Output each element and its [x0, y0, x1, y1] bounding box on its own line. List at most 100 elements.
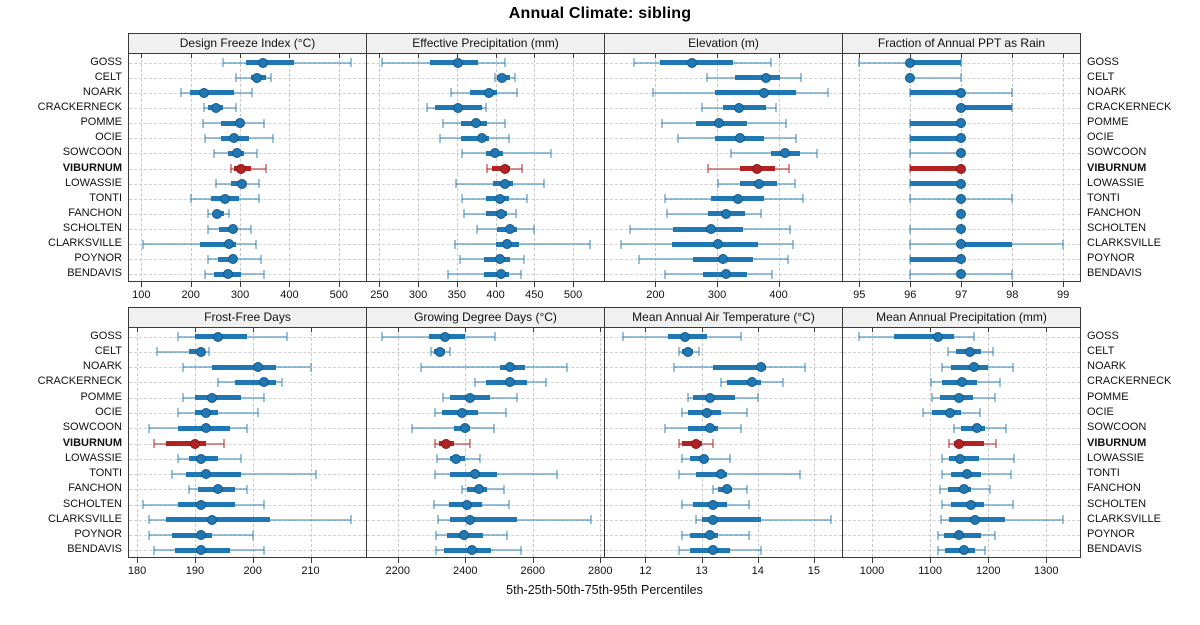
axis-tick [240, 282, 242, 287]
whisker-cap-low [426, 103, 429, 113]
median-dot [953, 530, 964, 541]
gridline-vertical [252, 328, 254, 557]
site-label-left: POYNOR [74, 528, 122, 541]
panel-plot [128, 327, 367, 558]
median-dot [958, 484, 969, 495]
median-dot [964, 346, 975, 357]
axis-tick-label: 2200 [385, 565, 410, 577]
whisker-cap-low [182, 362, 185, 372]
axis-tick-inner [194, 328, 196, 332]
median-dot [686, 57, 697, 68]
median-dot [505, 377, 516, 388]
gridline-vertical [757, 328, 759, 557]
whisker-cap-low [475, 224, 478, 234]
whisker-cap-high [1005, 423, 1008, 433]
whisker-cap-high [787, 254, 790, 264]
whisker-cap-high [251, 530, 254, 540]
interquartile-bar [246, 60, 294, 66]
gridline-vertical [600, 328, 602, 557]
median-dot [761, 72, 772, 83]
gridline-vertical [813, 328, 815, 557]
whisker-cap-low [947, 439, 950, 448]
axis-tick [910, 282, 912, 287]
whisker-cap-high [485, 103, 488, 113]
percentile-whisker [421, 366, 567, 369]
site-label-right: POMME [1087, 390, 1129, 403]
axis-tick-label: 400 [280, 289, 299, 301]
gridline-vertical [379, 54, 381, 281]
median-dot [953, 438, 964, 449]
interquartile-bar [235, 379, 276, 385]
whisker-cap-high [286, 332, 289, 342]
panel-plot [842, 327, 1081, 558]
axis-tick-label: 400 [486, 289, 505, 301]
gridline-horizontal [129, 198, 366, 200]
whisker-cap-low [664, 194, 667, 204]
whisker-cap-low [190, 194, 193, 204]
whisker-cap-low [434, 469, 437, 479]
site-label-right: LOWASSIE [1087, 451, 1145, 464]
gridline-horizontal [367, 183, 604, 185]
gridline-horizontal [129, 535, 366, 537]
median-dot [759, 87, 770, 98]
axis-tick-label: 190 [185, 565, 205, 577]
median-dot [496, 72, 507, 83]
median-dot [705, 392, 716, 403]
site-label-right: CELT [1087, 70, 1115, 83]
axis-tick-label: 1100 [918, 565, 942, 577]
percentile-whisker [177, 411, 259, 414]
whisker-cap-high [545, 377, 548, 387]
gridline-horizontal [843, 62, 1080, 64]
median-dot [213, 484, 224, 495]
percentile-whisker [910, 76, 962, 79]
median-dot [956, 118, 967, 129]
whisker-cap-low [141, 239, 144, 249]
whisker-cap-low [436, 515, 439, 525]
axis-tick-label: 300 [230, 289, 250, 301]
interquartile-bar [910, 181, 962, 187]
median-dot [495, 269, 506, 280]
whisker-cap-high [739, 423, 742, 433]
whisker-cap-low [435, 530, 438, 540]
panel-header: Mean Annual Precipitation (mm) [842, 307, 1081, 327]
median-dot [466, 545, 477, 556]
median-dot [224, 239, 235, 250]
gridline-vertical [859, 54, 861, 281]
whisker-cap-high [258, 194, 261, 204]
whisker-cap-high [523, 254, 526, 264]
whisker-cap-low [156, 347, 159, 357]
panel-header: Fraction of Annual PPT as Rain [842, 33, 1081, 53]
axis-tick [717, 282, 719, 287]
site-label-right: BENDAVIS [1087, 267, 1142, 280]
gridline-horizontal [605, 443, 842, 445]
site-label-right: SOWCOON [1087, 146, 1147, 159]
site-label-right: FANCHON [1087, 482, 1141, 495]
gridline-horizontal [605, 336, 842, 338]
axis-tick-label: 200 [243, 565, 262, 577]
median-dot [971, 423, 982, 434]
whisker-cap-low [941, 500, 944, 510]
median-dot [718, 254, 729, 265]
whisker-cap-high [988, 484, 991, 494]
gridline-horizontal [367, 168, 604, 170]
whisker-cap-low [188, 484, 191, 494]
gridline-vertical [930, 328, 932, 557]
median-dot [195, 346, 206, 357]
median-dot [235, 118, 246, 129]
whisker-cap-low [664, 269, 667, 279]
median-dot [956, 148, 967, 159]
median-dot [721, 208, 732, 219]
whisker-cap-low [936, 530, 939, 540]
whisker-cap-high [507, 133, 510, 143]
axis-tick-inner [813, 328, 815, 332]
gridline-vertical [190, 54, 192, 281]
axis-tick [573, 282, 575, 287]
gridline-horizontal [129, 259, 366, 261]
axis-tick [252, 558, 254, 563]
percentile-whisker [142, 243, 256, 246]
gridline-horizontal [367, 77, 604, 79]
whisker-cap-high [998, 377, 1001, 387]
site-label-left: GOSS [90, 55, 122, 68]
whisker-cap-high [449, 347, 452, 357]
whisker-cap-high [697, 347, 700, 357]
